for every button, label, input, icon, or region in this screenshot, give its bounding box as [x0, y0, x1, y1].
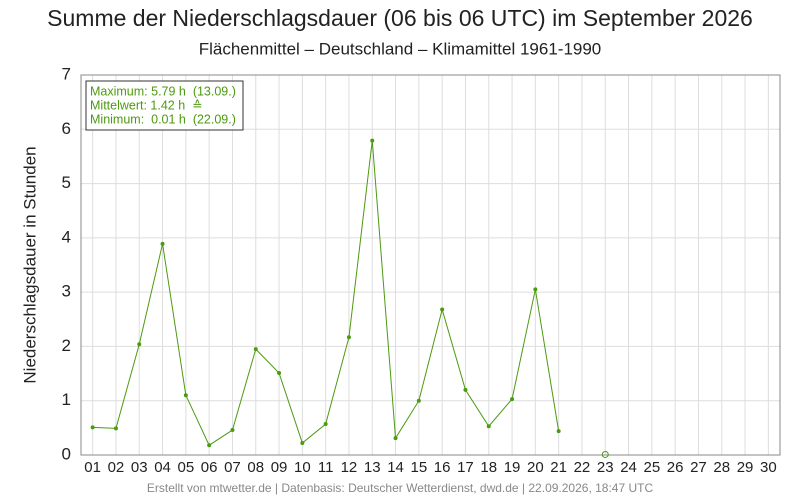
x-tick-label: 05 — [178, 459, 195, 476]
data-point — [160, 241, 165, 246]
chart-subtitle: Flächenmittel – Deutschland – Klimamitte… — [199, 39, 602, 58]
x-tick-label: 23 — [597, 459, 614, 476]
data-point — [230, 428, 235, 433]
data-point — [533, 287, 538, 292]
data-point — [486, 424, 491, 429]
annotation: Maximum: 5.79 h (13.09.) — [90, 84, 236, 98]
data-point — [253, 347, 258, 352]
x-tick-label: 28 — [713, 459, 730, 476]
x-tick-label: 16 — [434, 459, 451, 476]
data-point — [601, 450, 609, 458]
x-tick-label: 04 — [154, 459, 171, 476]
x-tick-label: 25 — [644, 459, 661, 476]
x-tick-label: 19 — [504, 459, 521, 476]
x-tick-label: 30 — [760, 459, 777, 476]
y-axis-label: Niederschlagsdauer in Stunden — [20, 146, 39, 383]
x-tick-label: 14 — [387, 459, 404, 476]
plot-area — [81, 75, 780, 455]
x-tick-label: 15 — [411, 459, 428, 476]
data-point — [300, 441, 305, 446]
data-point — [463, 387, 468, 392]
x-tick-label: 07 — [224, 459, 241, 476]
data-point — [510, 397, 515, 402]
x-tick-label: 12 — [341, 459, 358, 476]
x-tick-label: 09 — [271, 459, 288, 476]
x-tick-label: 13 — [364, 459, 381, 476]
y-tick-label: 6 — [62, 119, 71, 138]
footer: Erstellt von mtwetter.de | Datenbasis: D… — [147, 481, 654, 495]
data-point — [137, 342, 142, 347]
data-point — [556, 429, 561, 434]
y-tick-label: 4 — [62, 227, 71, 246]
x-tick-label: 18 — [480, 459, 497, 476]
x-tick-label: 22 — [574, 459, 591, 476]
data-point — [323, 422, 328, 427]
x-tick-label: 02 — [108, 459, 125, 476]
chart-title: Summe der Niederschlagsdauer (06 bis 06 … — [47, 5, 753, 31]
data-point — [113, 426, 118, 431]
data-point — [416, 398, 421, 403]
x-tick-label: 03 — [131, 459, 148, 476]
y-tick-label: 1 — [62, 390, 71, 409]
x-tick-label: 08 — [247, 459, 264, 476]
x-tick-label: 17 — [457, 459, 474, 476]
x-tick-label: 29 — [737, 459, 754, 476]
data-point — [277, 371, 282, 376]
plot-frame — [80, 74, 781, 456]
y-tick-label: 0 — [62, 444, 71, 463]
annotation-box: Maximum: 5.79 h (13.09.)Mittelwert: 1.42… — [85, 80, 244, 131]
y-tick-label: 2 — [62, 336, 71, 355]
data-point — [183, 393, 188, 398]
y-tick-label: 5 — [62, 173, 71, 192]
x-tick-label: 10 — [294, 459, 311, 476]
x-tick-label: 06 — [201, 459, 218, 476]
x-tick-label: 26 — [667, 459, 684, 476]
data-point — [207, 443, 212, 448]
data-point — [370, 138, 375, 143]
x-tick-label: 27 — [690, 459, 707, 476]
x-tick-label: 21 — [550, 459, 567, 476]
annotation-frame — [85, 80, 244, 131]
data-point — [346, 335, 351, 340]
annotation: Minimum: 0.01 h (22.09.) — [90, 112, 236, 126]
data-point — [440, 307, 445, 312]
y-tick-label: 3 — [62, 282, 71, 301]
x-tick-label: 01 — [84, 459, 101, 476]
x-tick-label: 11 — [318, 459, 334, 476]
data-point — [90, 425, 95, 430]
x-tick-label: 24 — [620, 459, 637, 476]
data-point — [393, 436, 398, 441]
x-tick-label: 20 — [527, 459, 544, 476]
y-tick-label: 7 — [62, 64, 71, 83]
annotation: Mittelwert: 1.42 h ≙ — [90, 98, 203, 112]
